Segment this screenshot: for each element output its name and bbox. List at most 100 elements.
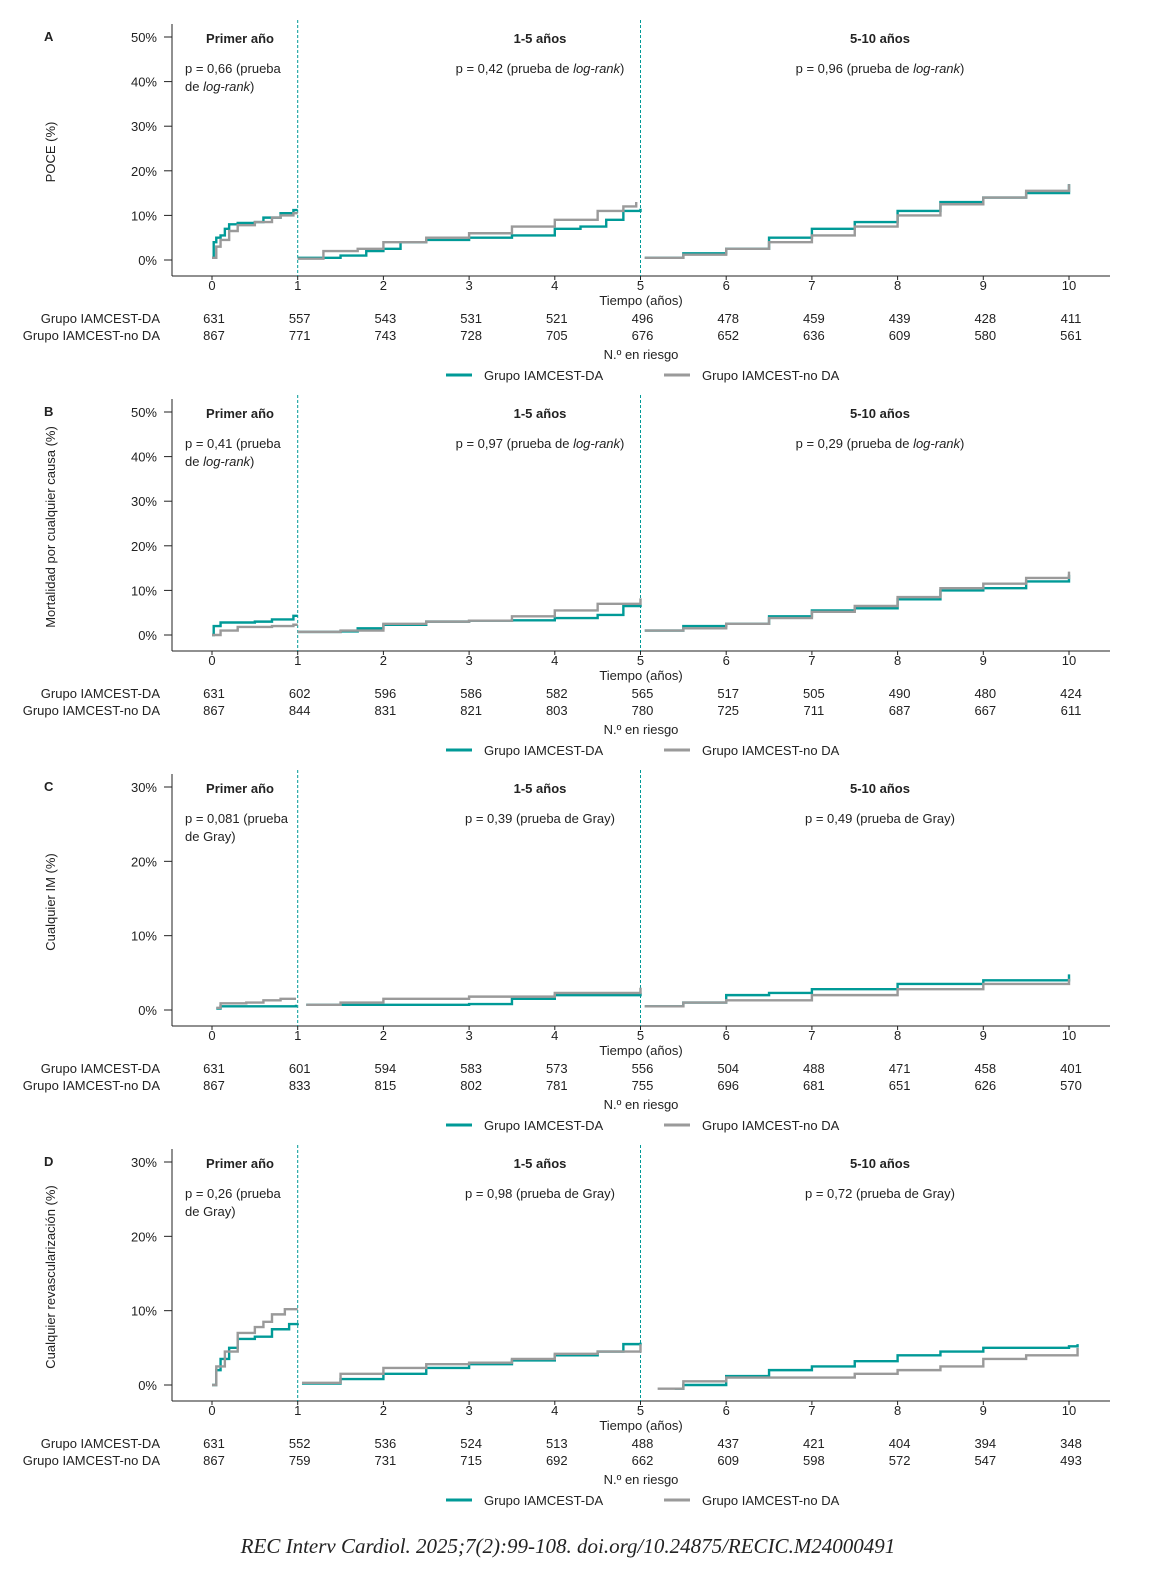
legend-label-no-da: Grupo IAMCEST-no DA — [702, 743, 840, 758]
at-risk-value: 821 — [460, 703, 482, 718]
x-tick-label: 3 — [465, 1403, 472, 1418]
curve-no-da — [657, 1347, 1079, 1390]
at-risk-value: 681 — [803, 1078, 825, 1093]
legend-label-da: Grupo IAMCEST-DA — [484, 368, 604, 383]
at-risk-value: 780 — [632, 703, 654, 718]
period-title: 1-5 años — [514, 31, 567, 46]
legend-label-da: Grupo IAMCEST-DA — [484, 743, 604, 758]
at-risk-value: 601 — [289, 1061, 311, 1076]
p-value-part: de — [185, 454, 203, 469]
y-axis-label: POCE (%) — [43, 122, 58, 183]
at-risk-value: 496 — [632, 311, 654, 326]
at-risk-row-label: Grupo IAMCEST-no DA — [23, 1078, 161, 1093]
curve-da — [644, 184, 1071, 259]
at-risk-value: 458 — [974, 1061, 996, 1076]
at-risk-value: 676 — [632, 328, 654, 343]
p-value-part: log-rank — [203, 454, 251, 469]
curve-no-da — [301, 1344, 642, 1384]
at-risk-value: 602 — [289, 686, 311, 701]
at-risk-value: 631 — [203, 686, 225, 701]
at-risk-value: 586 — [460, 686, 482, 701]
p-value-part: de — [185, 79, 203, 94]
at-risk-value: 803 — [546, 703, 568, 718]
period-title: Primer año — [206, 31, 274, 46]
x-tick-label: 0 — [208, 653, 215, 668]
curve-da — [212, 614, 298, 637]
at-risk-value: 596 — [375, 686, 397, 701]
y-axis-label: Mortalidad por cualquier causa (%) — [43, 426, 58, 628]
y-tick-label: 0% — [138, 1003, 157, 1018]
x-tick-label: 8 — [894, 1028, 901, 1043]
x-tick-label: 3 — [465, 278, 472, 293]
at-risk-value: 728 — [460, 328, 482, 343]
curve-da — [212, 208, 298, 259]
p-value-text: p = 0,97 (prueba de log-rank) — [456, 436, 625, 451]
at-risk-value: 611 — [1061, 703, 1082, 718]
y-tick-label: 10% — [131, 929, 157, 944]
x-tick-label: 6 — [723, 278, 730, 293]
y-axis-label: Cualquier revascularización (%) — [43, 1185, 58, 1369]
x-tick-label: 0 — [208, 278, 215, 293]
at-risk-title: N.º en riesgo — [604, 347, 679, 362]
period-title: 1-5 años — [514, 781, 567, 796]
x-tick-label: 10 — [1062, 1028, 1076, 1043]
legend-label-no-da: Grupo IAMCEST-no DA — [702, 368, 840, 383]
at-risk-value: 572 — [889, 1453, 911, 1468]
panel-letter: B — [44, 404, 53, 419]
x-tick-label: 4 — [551, 1028, 558, 1043]
p-value-text: p = 0,72 (prueba de Gray) — [805, 1186, 955, 1201]
p-value-part: p = 0,49 (prueba de Gray) — [805, 811, 955, 826]
at-risk-value: 636 — [803, 328, 825, 343]
x-tick-label: 0 — [208, 1028, 215, 1043]
x-tick-label: 9 — [980, 1403, 987, 1418]
at-risk-row-label: Grupo IAMCEST-DA — [41, 686, 161, 701]
x-tick-label: 4 — [551, 1403, 558, 1418]
y-tick-label: 20% — [131, 164, 157, 179]
p-value-part: p = 0,72 (prueba de Gray) — [805, 1186, 955, 1201]
period-title: 1-5 años — [514, 406, 567, 421]
at-risk-row-label: Grupo IAMCEST-DA — [41, 1436, 161, 1451]
curve-no-da — [212, 211, 298, 259]
at-risk-value: 696 — [717, 1078, 739, 1093]
at-risk-value: 411 — [1061, 311, 1082, 326]
at-risk-value: 598 — [803, 1453, 825, 1468]
x-tick-label: 5 — [637, 278, 644, 293]
x-tick-label: 10 — [1062, 278, 1076, 293]
at-risk-title: N.º en riesgo — [604, 722, 679, 737]
at-risk-value: 437 — [717, 1436, 739, 1451]
p-value-part: ) — [960, 436, 964, 451]
at-risk-value: 493 — [1060, 1453, 1082, 1468]
curve-da — [674, 1344, 1079, 1390]
period-title: 5-10 años — [850, 31, 910, 46]
at-risk-value: 488 — [803, 1061, 825, 1076]
at-risk-value: 731 — [375, 1453, 397, 1468]
p-value-part: log-rank — [573, 436, 621, 451]
y-tick-label: 30% — [131, 494, 157, 509]
at-risk-value: 531 — [460, 311, 482, 326]
at-risk-row-label: Grupo IAMCEST-no DA — [23, 328, 161, 343]
y-tick-label: 30% — [131, 1155, 157, 1170]
at-risk-value: 543 — [375, 311, 397, 326]
at-risk-value: 631 — [203, 1436, 225, 1451]
at-risk-value: 867 — [203, 1078, 225, 1093]
at-risk-value: 394 — [974, 1436, 996, 1451]
x-tick-label: 5 — [637, 1403, 644, 1418]
x-tick-label: 6 — [723, 653, 730, 668]
y-tick-label: 0% — [138, 628, 157, 643]
x-tick-label: 7 — [808, 1028, 815, 1043]
x-axis-label: Tiempo (años) — [599, 1043, 682, 1058]
curve-no-da — [306, 987, 642, 1006]
at-risk-title: N.º en riesgo — [604, 1097, 679, 1112]
period-title: 5-10 años — [850, 781, 910, 796]
y-tick-label: 10% — [131, 1304, 157, 1319]
at-risk-value: 404 — [889, 1436, 911, 1451]
at-risk-value: 743 — [375, 328, 397, 343]
p-value-part: p = 0,26 (prueba — [185, 1186, 282, 1201]
at-risk-value: 867 — [203, 328, 225, 343]
period-title: Primer año — [206, 1156, 274, 1171]
x-tick-label: 8 — [894, 653, 901, 668]
p-value-part: p = 0,96 (prueba de — [796, 61, 913, 76]
period-title: Primer año — [206, 406, 274, 421]
at-risk-value: 570 — [1060, 1078, 1082, 1093]
